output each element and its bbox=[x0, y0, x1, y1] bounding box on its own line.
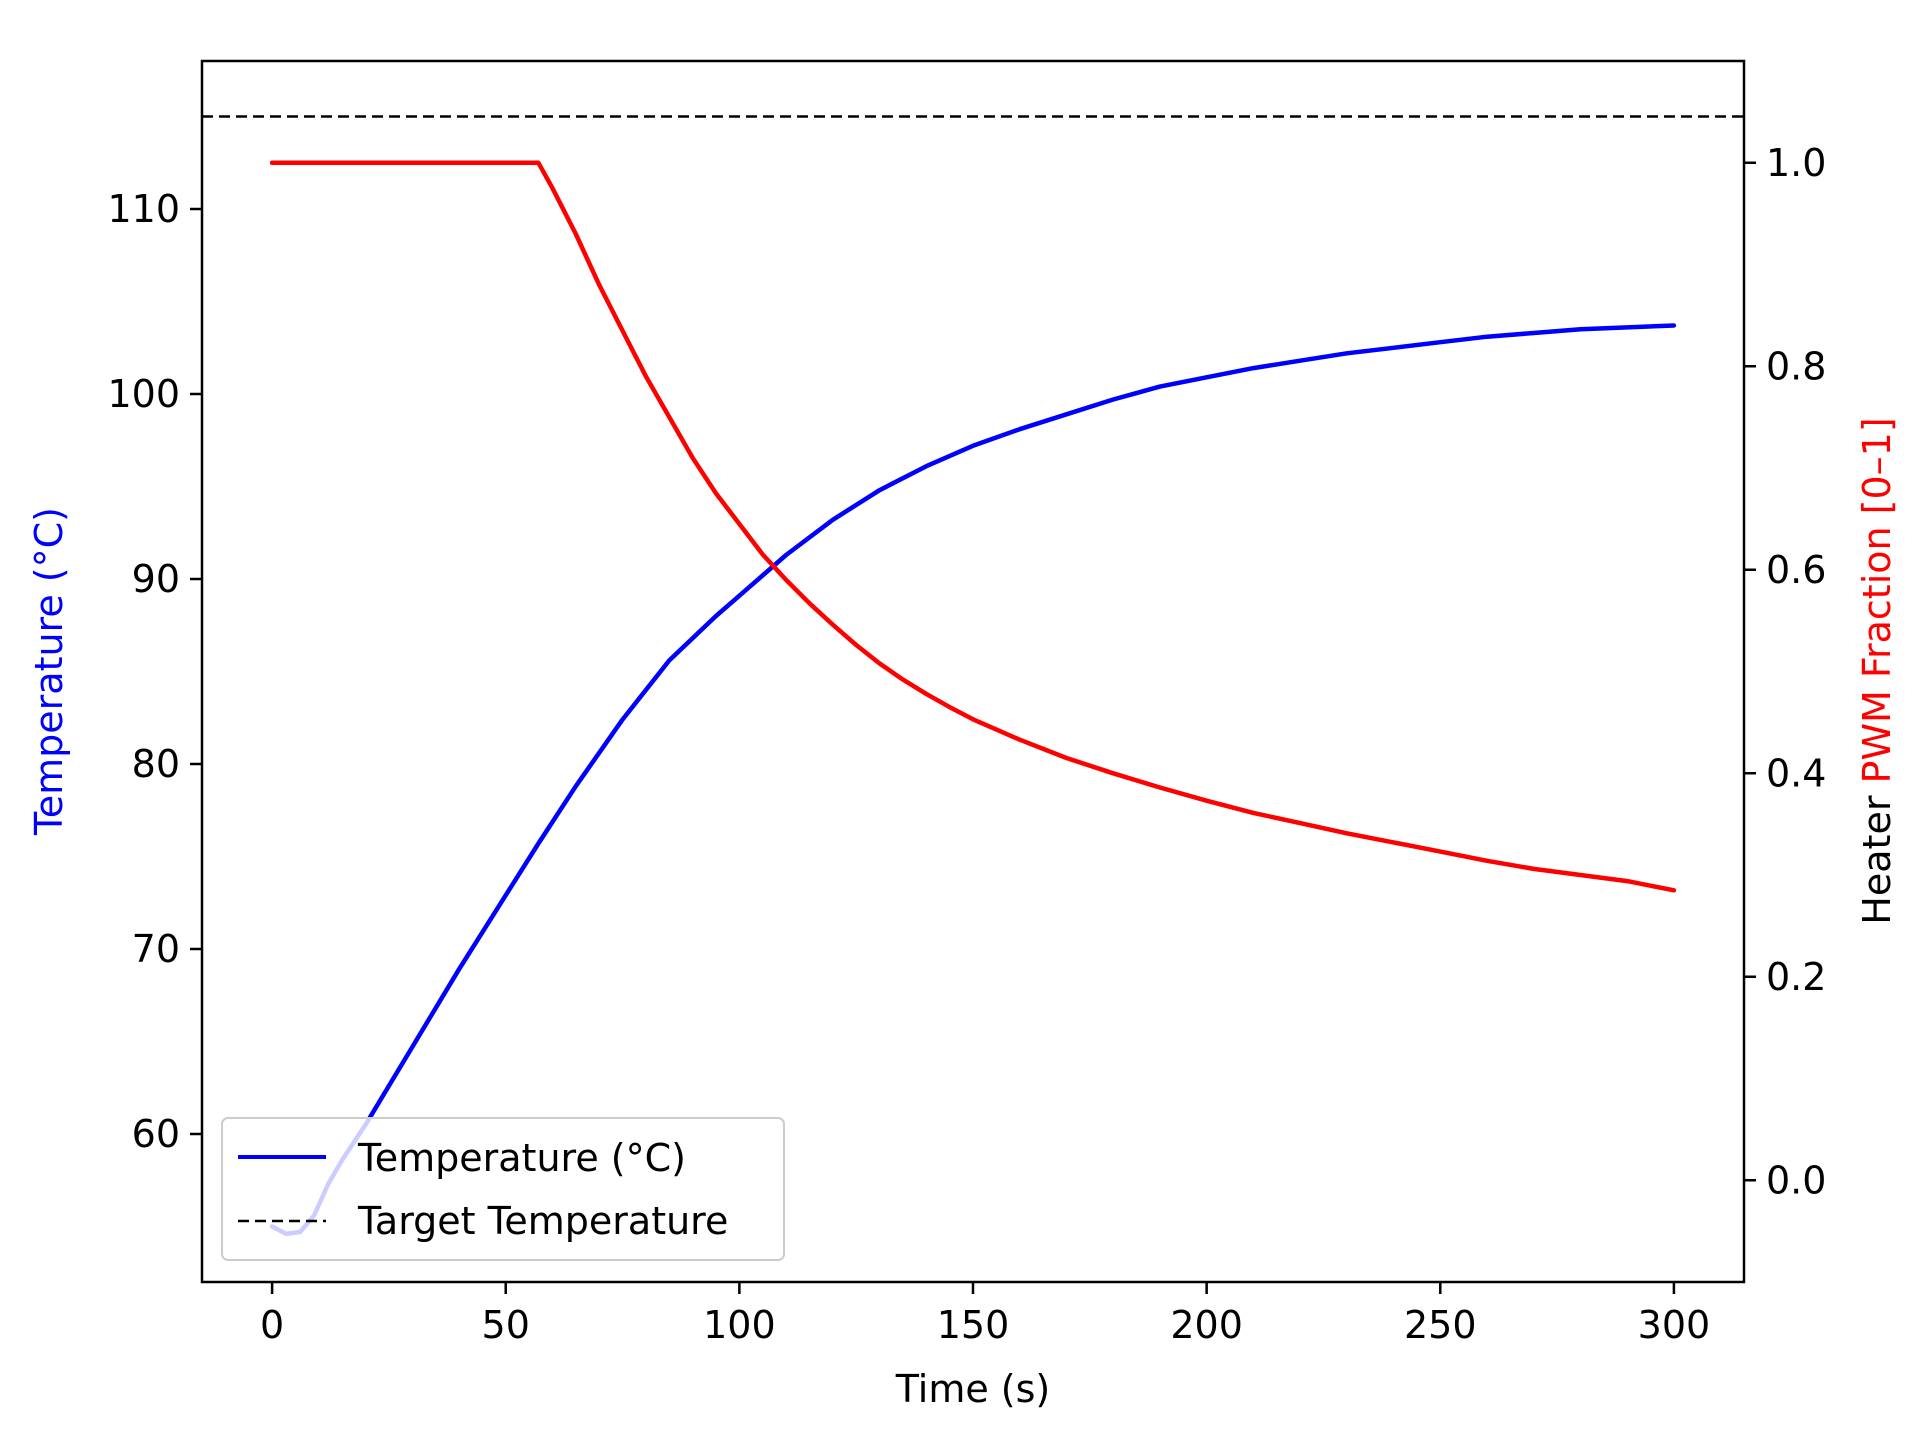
temperature-series-line bbox=[269, 323, 1677, 1237]
legend: Temperature (°C) Target Temperature bbox=[221, 1117, 785, 1261]
series-layer bbox=[202, 115, 1744, 1237]
x-tick-label: 250 bbox=[1404, 1303, 1477, 1347]
y-axis-right-label-part-red: PWM Fraction [0–1] bbox=[1855, 417, 1899, 783]
y-axis-left: 60 70 80 90 100 110 bbox=[107, 187, 202, 1156]
pwm-series-line bbox=[269, 160, 1677, 893]
y-left-tick-label: 90 bbox=[132, 557, 180, 601]
plot-frame bbox=[200, 59, 1746, 1284]
y-right-tick-label: 1.0 bbox=[1766, 141, 1826, 185]
x-tick-label: 150 bbox=[937, 1303, 1010, 1347]
y-left-tick-label: 70 bbox=[132, 927, 180, 971]
y-left-tick-label: 60 bbox=[132, 1112, 180, 1156]
y-axis-right: 0.0 0.2 0.4 0.6 0.8 1.0 bbox=[1744, 141, 1826, 1202]
legend-label-temperature: Temperature (°C) bbox=[357, 1136, 686, 1180]
y-right-tick-label: 0.2 bbox=[1766, 955, 1826, 999]
x-tick-label: 50 bbox=[482, 1303, 530, 1347]
x-axis-label: Time (s) bbox=[895, 1367, 1051, 1411]
y-left-tick-label: 80 bbox=[132, 742, 180, 786]
x-tick-label: 300 bbox=[1638, 1303, 1711, 1347]
y-axis-left-label: Temperature (°C) bbox=[27, 507, 71, 836]
y-left-tick-label: 110 bbox=[107, 187, 180, 231]
y-axis-right-label: Heater PWM Fraction [0–1] bbox=[1855, 417, 1899, 924]
y-right-tick-label: 0.8 bbox=[1766, 344, 1826, 388]
x-tick-label: 200 bbox=[1170, 1303, 1243, 1347]
y-axis-right-label-part-black: Heater bbox=[1855, 783, 1899, 924]
y-right-tick-label: 0.6 bbox=[1766, 548, 1826, 592]
x-axis: 0 50 100 150 200 250 300 bbox=[260, 1282, 1710, 1347]
y-left-tick-label: 100 bbox=[107, 372, 180, 416]
y-right-tick-label: 0.0 bbox=[1766, 1158, 1826, 1202]
x-tick-label: 100 bbox=[703, 1303, 776, 1347]
legend-box bbox=[221, 1117, 785, 1261]
x-tick-label: 0 bbox=[260, 1303, 284, 1347]
legend-label-target: Target Temperature bbox=[357, 1199, 728, 1243]
y-right-tick-label: 0.4 bbox=[1766, 751, 1826, 795]
